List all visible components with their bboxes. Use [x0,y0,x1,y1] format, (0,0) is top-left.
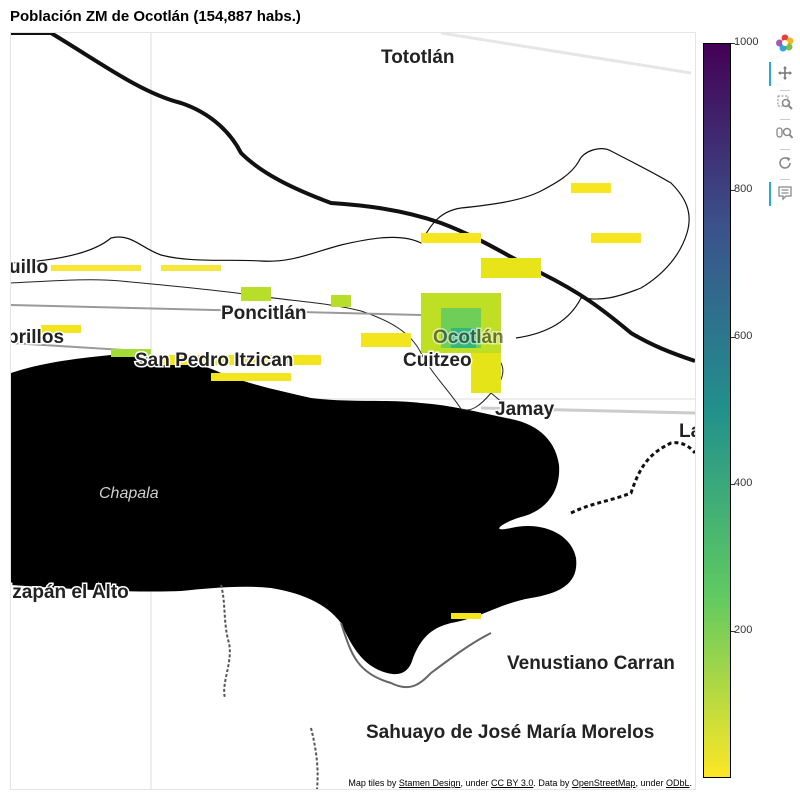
state-boundary [220,584,231,699]
boundary [11,279,504,411]
place-labels: Tototlán uillo Poncitlán brillos San Ped… [11,46,695,745]
bokeh-logo-button[interactable] [774,32,796,54]
colorbar-tick [731,484,735,485]
place-label-cuitzeo: Cuitzeo [403,350,472,371]
place-label-jamay: Jamay [495,399,555,420]
reset-button[interactable] [774,152,796,174]
wheel-zoom-button[interactable] [774,122,796,144]
pan-tool-button[interactable] [769,62,796,86]
place-label-chapala: Chapala [99,485,159,502]
minor-road [480,406,695,415]
road [11,304,422,316]
attribution-link-odbl[interactable]: ODbL [665,778,690,788]
attribution-text: . [689,778,692,788]
place-label-tototlan: Tototlán [381,47,455,68]
state-boundary [310,727,319,789]
place-label-venustiano-carranza: Venustiano Carran [507,653,675,674]
attribution-link-cc-by[interactable]: CC BY 3.0 [491,778,534,788]
place-label-poncitlan: Poncitlán [221,303,307,324]
map-plot-area[interactable]: Tototlán uillo Poncitlán brillos San Ped… [10,32,696,790]
boundary [490,392,517,414]
map-canvas: Tototlán uillo Poncitlán brillos San Ped… [11,33,695,789]
place-label-sahuayo: Sahuayo de José María Morelos [366,722,654,743]
chart-title: Población ZM de Ocotlán (154,887 habs.) [10,8,301,25]
boundary [11,148,690,339]
colorbar-tick-label: 400 [734,477,753,489]
toolbar-separator [780,179,790,180]
colorbar-tick-label: 800 [734,183,753,195]
place-label-san-pedro-itzican: San Pedro Itzican [135,350,293,371]
attribution-text: Map tiles by [348,778,399,788]
hover-tool-button[interactable] [769,182,796,206]
colorbar-tick-label: 600 [734,330,753,342]
lake-chapala [11,354,577,675]
attribution-text: , under [635,778,666,788]
pan-icon [778,66,792,80]
attribution-text: . Data by [533,778,572,788]
lake-outline [340,622,492,689]
attribution-link-stamen[interactable]: Stamen Design [398,778,461,788]
place-label-la: La [679,421,695,442]
wheel-zoom-icon [776,127,794,139]
state-boundary [570,441,695,515]
reset-icon [779,157,791,169]
hover-icon [778,186,792,201]
colorbar-tick [731,43,735,44]
place-label-brillos: brillos [11,327,64,348]
toolbar-separator [780,149,790,150]
colorbar-tick [731,337,735,338]
highway [49,33,695,363]
population-heatmap [41,183,641,619]
minor-road [440,33,692,75]
place-label-izapan-el-alto: izapán el Alto [11,582,129,603]
attribution-text: , under [460,778,491,788]
place-label-ocotlan: Ocotlán [433,327,504,348]
colorbar-tick [731,631,735,632]
place-label-uillo: uillo [11,257,48,278]
colorbar-tick [731,190,735,191]
toolbar-separator [780,90,790,91]
map-attribution: Map tiles by Stamen Design, under CC BY … [345,777,695,789]
toolbar-separator [780,119,790,120]
box-zoom-icon [777,95,793,110]
colorbar-tick-label: 1000 [734,36,759,48]
colorbar [703,43,731,778]
attribution-link-osm[interactable]: OpenStreetMap [571,778,636,788]
box-zoom-button[interactable] [774,92,796,114]
colorbar-tick-label: 200 [734,624,753,636]
bokeh-logo-icon [776,34,794,52]
